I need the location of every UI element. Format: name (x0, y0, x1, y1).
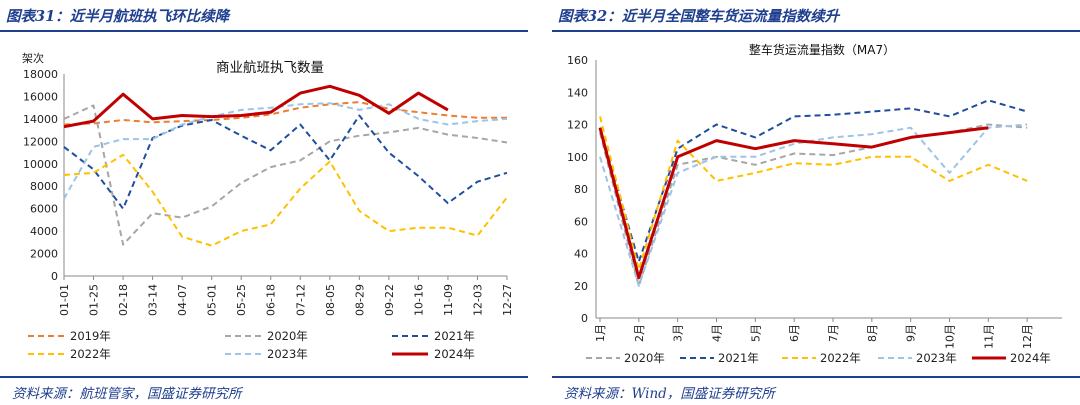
source-note: 资料来源：Wind，国盛证券研究所 (564, 386, 775, 402)
y-tick-label: 8000 (30, 180, 58, 193)
chart-panel-flights: 图表31：近半月航班执飞环比续降 架次商业航班执飞数量 0 2000 4000 6000… (0, 0, 528, 405)
series-line-2024年 (598, 126, 989, 280)
chart-title: 整车货运流量指数（MA7） (749, 42, 895, 57)
legend-label: 2021年 (434, 329, 475, 343)
x-tick-label: 01-01 (58, 284, 71, 316)
x-tick-label: 11月 (982, 324, 995, 349)
legend-label: 2019年 (70, 329, 111, 343)
freight-chart: 整车货运流量指数（MA7） 0 20 40 60 80 100 120 140 160 1月 2月 3月… (567, 42, 1062, 365)
y-axis-label: 架次 (22, 51, 44, 65)
title-divider (552, 30, 1080, 32)
x-tick-label: 4月 (711, 324, 724, 342)
x-tick-label: 5月 (749, 324, 762, 342)
x-tick-label: 1月 (594, 324, 607, 342)
series-line-2022年 (63, 153, 508, 247)
y-tick-label: 0 (51, 270, 58, 283)
x-tick-label: 07-12 (294, 284, 307, 316)
y-tick-label: 160 (567, 54, 588, 67)
source-divider (0, 376, 528, 378)
series-line-2020年 (599, 123, 1028, 287)
x-tick-label: 9月 (905, 324, 918, 342)
x-tick-label: 6月 (788, 324, 801, 342)
legend-label: 2022年 (820, 351, 861, 365)
y-tick-label: 60 (574, 215, 588, 228)
y-tick-label: 0 (581, 312, 588, 325)
legend-label: 2024年 (434, 347, 475, 361)
x-tick-label: 05-25 (235, 284, 248, 316)
legend-label: 2021年 (718, 351, 759, 365)
title-divider (0, 30, 528, 32)
y-tick-label: 14000 (23, 113, 58, 126)
x-tick-label: 05-01 (206, 284, 219, 316)
x-tick-label: 04-07 (176, 284, 189, 316)
series-line-2019年 (63, 101, 507, 126)
source-divider (552, 376, 1080, 378)
x-tick-label: 3月 (672, 324, 685, 342)
y-tick-label: 18000 (23, 68, 58, 81)
legend-label: 2022年 (70, 347, 111, 361)
y-tick-label: 120 (567, 119, 588, 132)
legend-label: 2020年 (267, 329, 308, 343)
series-line-2023年 (599, 123, 1028, 287)
series-line-2020年 (63, 104, 508, 246)
chart-panel-freight: 图表32：近半月全国整车货运流量指数续升 整车货运流量指数（MA7） 0 20 40 6… (552, 0, 1080, 405)
y-tick-label: 80 (574, 183, 588, 196)
figure-title: 图表32：近半月全国整车货运流量指数续升 (558, 8, 840, 25)
x-tick-label: 06-18 (265, 284, 278, 316)
y-tick-label: 140 (567, 86, 588, 99)
y-tick-label: 4000 (30, 225, 58, 238)
x-tick-label: 08-29 (353, 284, 366, 316)
y-tick-label: 6000 (30, 203, 58, 216)
series-line-2023年 (63, 102, 508, 200)
source-note: 资料来源：航班管家，国盛证券研究所 (12, 386, 242, 402)
figure-title: 图表31：近半月航班执飞环比续降 (6, 8, 230, 25)
x-tick-label: 12-03 (471, 284, 484, 316)
y-tick-label: 16000 (23, 90, 58, 103)
x-tick-label: 2月 (633, 324, 646, 342)
x-tick-label: 12月 (1021, 324, 1034, 349)
x-tick-label: 7月 (827, 324, 840, 342)
series-line-2021年 (63, 114, 508, 210)
series-line-2024年 (63, 84, 449, 129)
legend-label: 2024年 (1010, 351, 1051, 365)
y-tick-label: 20 (574, 280, 588, 293)
x-tick-label: 02-18 (117, 284, 130, 316)
x-tick-label: 12-27 (501, 284, 514, 316)
series-line-2021年 (599, 99, 1028, 263)
y-tick-label: 10000 (23, 158, 58, 171)
x-tick-label: 8月 (866, 324, 879, 342)
x-tick-label: 09-22 (383, 284, 396, 316)
y-tick-label: 2000 (30, 248, 58, 261)
chart-title: 商业航班执飞数量 (216, 60, 324, 76)
legend-label: 2020年 (624, 351, 665, 365)
x-tick-label: 01-25 (88, 284, 101, 316)
x-tick-label: 10-16 (412, 284, 425, 316)
x-tick-label: 08-05 (324, 284, 337, 316)
y-tick-label: 12000 (23, 135, 58, 148)
y-tick-label: 40 (574, 248, 588, 261)
legend-label: 2023年 (916, 351, 957, 365)
x-tick-label: 10月 (944, 324, 957, 349)
x-tick-label: 03-14 (147, 284, 160, 316)
legend-label: 2023年 (267, 347, 308, 361)
series-line-2022年 (599, 116, 1028, 271)
y-tick-label: 100 (567, 151, 588, 164)
x-tick-label: 11-09 (442, 284, 455, 316)
